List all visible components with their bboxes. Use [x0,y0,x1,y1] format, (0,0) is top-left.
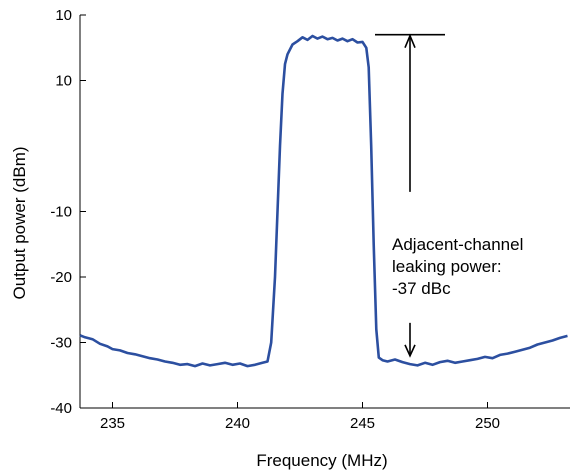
arrow-up-head [404,33,416,48]
x-tick-label: 250 [475,415,500,432]
y-tick-label: 10 [55,7,72,24]
arrow-down-head [404,344,416,358]
annotation-group: Adjacent-channel leaking power: -37 dBc [375,33,523,358]
y-tick-label: -40 [50,400,72,417]
y-tick-label: -30 [50,335,72,352]
annotation-text-line: -37 dBc [392,279,451,298]
x-tick-label: 240 [225,415,250,432]
y-tick-label: 10 [55,73,72,90]
y-axis-ticks: -40 -30 -20 -10 10 10 [50,7,86,417]
x-axis-title: Frequency (MHz) [256,451,387,470]
series-group [79,34,568,368]
y-tick-label: -10 [50,204,72,221]
x-axis-ticks: 235 240 245 250 [100,402,500,432]
y-axis-title: Output power (dBm) [10,146,29,299]
y-tick-label: -20 [50,269,72,286]
axes [79,15,570,409]
x-tick-label: 245 [350,415,375,432]
x-tick-label: 235 [100,415,125,432]
annotation-text-line: leaking power: [392,257,502,276]
annotation-text-line: Adjacent-channel [392,235,523,254]
series-line [79,34,568,368]
